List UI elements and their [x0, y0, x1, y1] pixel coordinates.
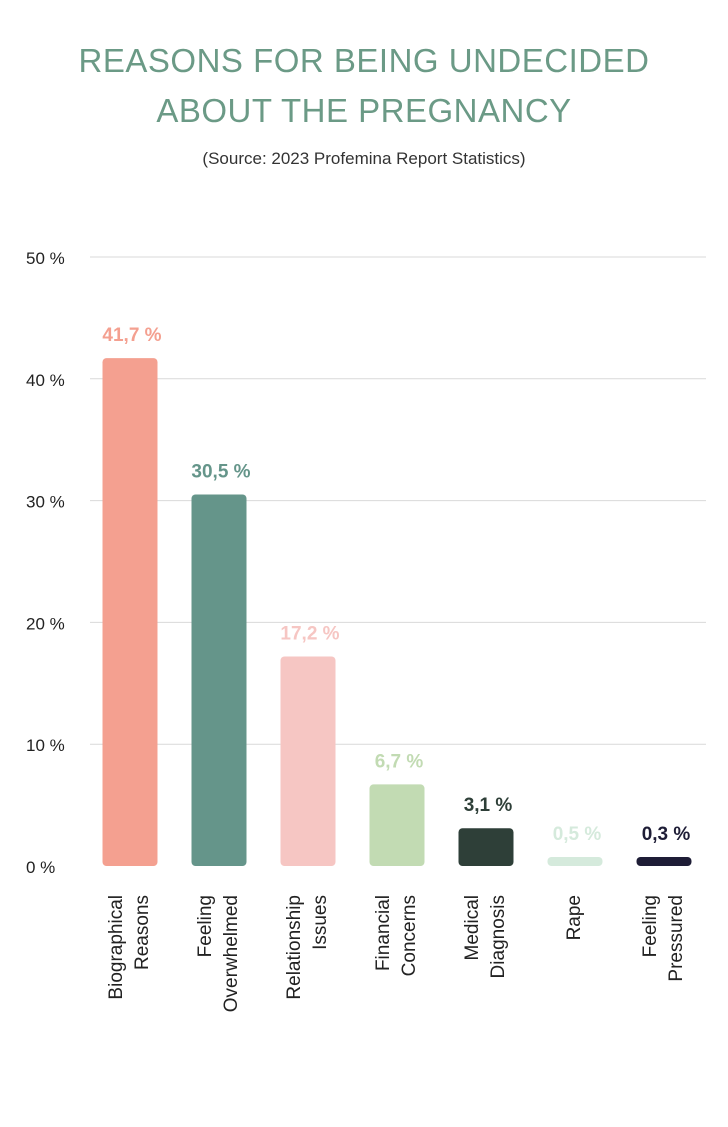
y-tick-label: 30 %: [26, 493, 65, 512]
chart-title-line-1: REASONS FOR BEING UNDECIDED: [78, 42, 650, 79]
x-tick-label: Relationship Issues: [282, 895, 334, 1025]
x-tick-label: Feeling Overwhelmed: [193, 895, 245, 1025]
bar: [191, 494, 247, 866]
x-tick-label: Rape: [562, 895, 588, 1025]
bar: [369, 784, 425, 866]
x-tick-label-line: Issues: [310, 895, 331, 950]
x-tick-label-line: Medical: [462, 895, 483, 961]
bar-value-label: 6,7 %: [375, 751, 424, 772]
x-tick-label-line: Overwhelmed: [221, 895, 242, 1013]
chart-title-line-2: ABOUT THE PREGNANCY: [156, 92, 572, 129]
bar-value-label: 30,5 %: [191, 462, 250, 483]
x-tick-label-line: Rape: [564, 895, 585, 941]
bar: [547, 857, 603, 866]
bar: [636, 857, 692, 866]
x-tick-label-line: Feeling: [640, 895, 661, 958]
y-tick-label: 50 %: [26, 249, 65, 268]
bar-value-label: 3,1 %: [464, 795, 513, 816]
x-tick-label-line: Feeling: [195, 895, 216, 958]
bar: [280, 656, 336, 866]
bar: [102, 358, 158, 866]
x-tick-label: Biographical Reasons: [104, 895, 156, 1025]
x-tick-label: Financial Concerns: [371, 895, 423, 1025]
y-tick-label: 40 %: [26, 371, 65, 390]
bar-value-label: 0,3 %: [642, 824, 691, 845]
chart-subtitle: (Source: 2023 Profemina Report Statistic…: [202, 149, 526, 168]
x-tick-label-line: Pressured: [666, 895, 687, 982]
x-tick-label-line: Reasons: [132, 895, 153, 970]
x-tick-label-line: Concerns: [399, 895, 420, 977]
bar-value-label: 17,2 %: [280, 624, 339, 645]
bar-value-label: 41,7 %: [102, 325, 161, 346]
x-tick-label-line: Relationship: [284, 895, 305, 1000]
bar-value-label: 0,5 %: [553, 824, 602, 845]
x-tick-label: Feeling Pressured: [638, 895, 690, 1025]
x-tick-label-line: Biographical: [106, 895, 127, 1000]
x-tick-label: Medical Diagnosis: [460, 895, 512, 1025]
y-tick-label: 20 %: [26, 614, 65, 633]
y-tick-label: 0 %: [26, 858, 55, 877]
y-tick-label: 10 %: [26, 736, 65, 755]
x-tick-label-line: Financial: [373, 895, 394, 972]
x-tick-label-line: Diagnosis: [488, 895, 509, 979]
bar: [458, 828, 514, 866]
